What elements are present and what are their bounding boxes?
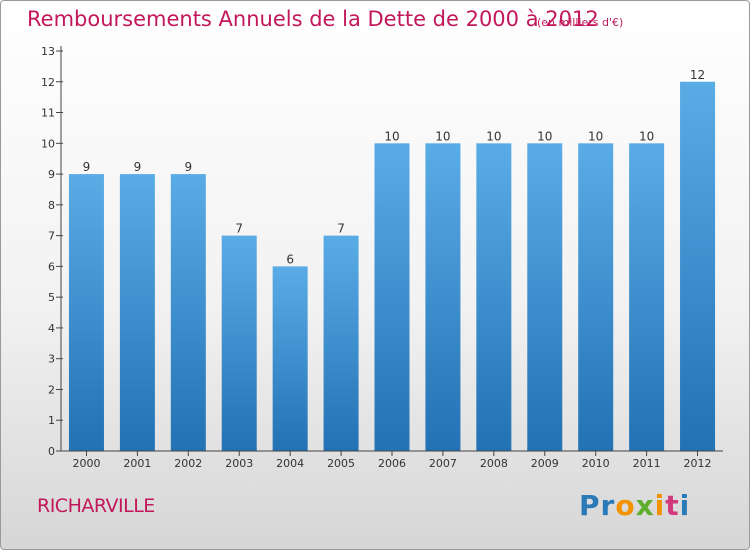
data-label-2001: 9 xyxy=(134,160,142,174)
data-label-2008: 10 xyxy=(486,129,501,143)
x-tick-label-2006: 2006 xyxy=(378,457,406,470)
y-tick-label: 13 xyxy=(41,45,55,58)
bar-2001 xyxy=(119,174,155,452)
bar-2003 xyxy=(221,235,257,451)
y-tick-label: 10 xyxy=(41,137,55,150)
bars: 9 9 9 7 6 7 10 10 10 10 10 10 12 xyxy=(68,68,716,452)
x-tick-label-2008: 2008 xyxy=(480,457,508,470)
x-tick-label-2009: 2009 xyxy=(531,457,559,470)
y-tick-label: 9 xyxy=(48,168,55,181)
x-tick-label-2005: 2005 xyxy=(327,457,355,470)
y-tick-label: 3 xyxy=(48,353,55,366)
y-tick-label: 1 xyxy=(48,414,55,427)
y-tick-label: 5 xyxy=(48,291,55,304)
data-label-2005: 7 xyxy=(337,222,345,236)
y-tick-label: 11 xyxy=(41,107,55,120)
x-tick-label-2011: 2011 xyxy=(633,457,661,470)
bar-2012 xyxy=(680,81,716,452)
y-tick-label: 12 xyxy=(41,76,55,89)
y-tick-label: 8 xyxy=(48,199,55,212)
data-label-2012: 12 xyxy=(690,68,705,82)
bar-2002 xyxy=(170,174,206,452)
x-tick-label-2012: 2012 xyxy=(684,457,712,470)
bar-2000 xyxy=(68,174,104,452)
x-tick-label-2002: 2002 xyxy=(174,457,202,470)
data-label-2009: 10 xyxy=(537,129,552,143)
bar-2004 xyxy=(272,266,308,451)
y-tick-label: 7 xyxy=(48,230,55,243)
bar-2007 xyxy=(425,143,461,452)
commune-name: RICHARVILLE xyxy=(37,495,155,517)
bar-2008 xyxy=(476,143,512,452)
x-tick-label-2000: 2000 xyxy=(72,457,100,470)
bar-2005 xyxy=(323,235,359,451)
chart-title: Remboursements Annuels de la Dette de 20… xyxy=(27,7,599,31)
x-axis: 2000 2001 2002 2003 2004 2005 2006 2007 2008 2009… xyxy=(61,450,723,470)
proxiti-logo: Proxiti xyxy=(579,489,691,522)
y-tick-label: 2 xyxy=(48,383,55,396)
y-tick-label: 6 xyxy=(48,260,55,273)
bar-2010 xyxy=(578,143,614,452)
x-tick-label-2001: 2001 xyxy=(123,457,151,470)
y-tick-label: 0 xyxy=(48,445,55,458)
y-tick-label: 4 xyxy=(48,322,55,335)
x-tick-label-2010: 2010 xyxy=(582,457,610,470)
data-label-2011: 10 xyxy=(639,129,654,143)
data-label-2006: 10 xyxy=(384,129,399,143)
x-tick-label-2007: 2007 xyxy=(429,457,457,470)
data-label-2010: 10 xyxy=(588,129,603,143)
chart-unit: (en milliers d'€) xyxy=(537,16,624,29)
bar-2006 xyxy=(374,143,410,452)
bar-2009 xyxy=(527,143,563,452)
bar-2011 xyxy=(629,143,665,452)
x-tick-label-2004: 2004 xyxy=(276,457,304,470)
data-label-2004: 6 xyxy=(286,252,294,266)
data-label-2000: 9 xyxy=(83,160,91,174)
data-label-2003: 7 xyxy=(235,222,243,236)
x-tick-label-2003: 2003 xyxy=(225,457,253,470)
data-label-2002: 9 xyxy=(184,160,192,174)
data-label-2007: 10 xyxy=(435,129,450,143)
